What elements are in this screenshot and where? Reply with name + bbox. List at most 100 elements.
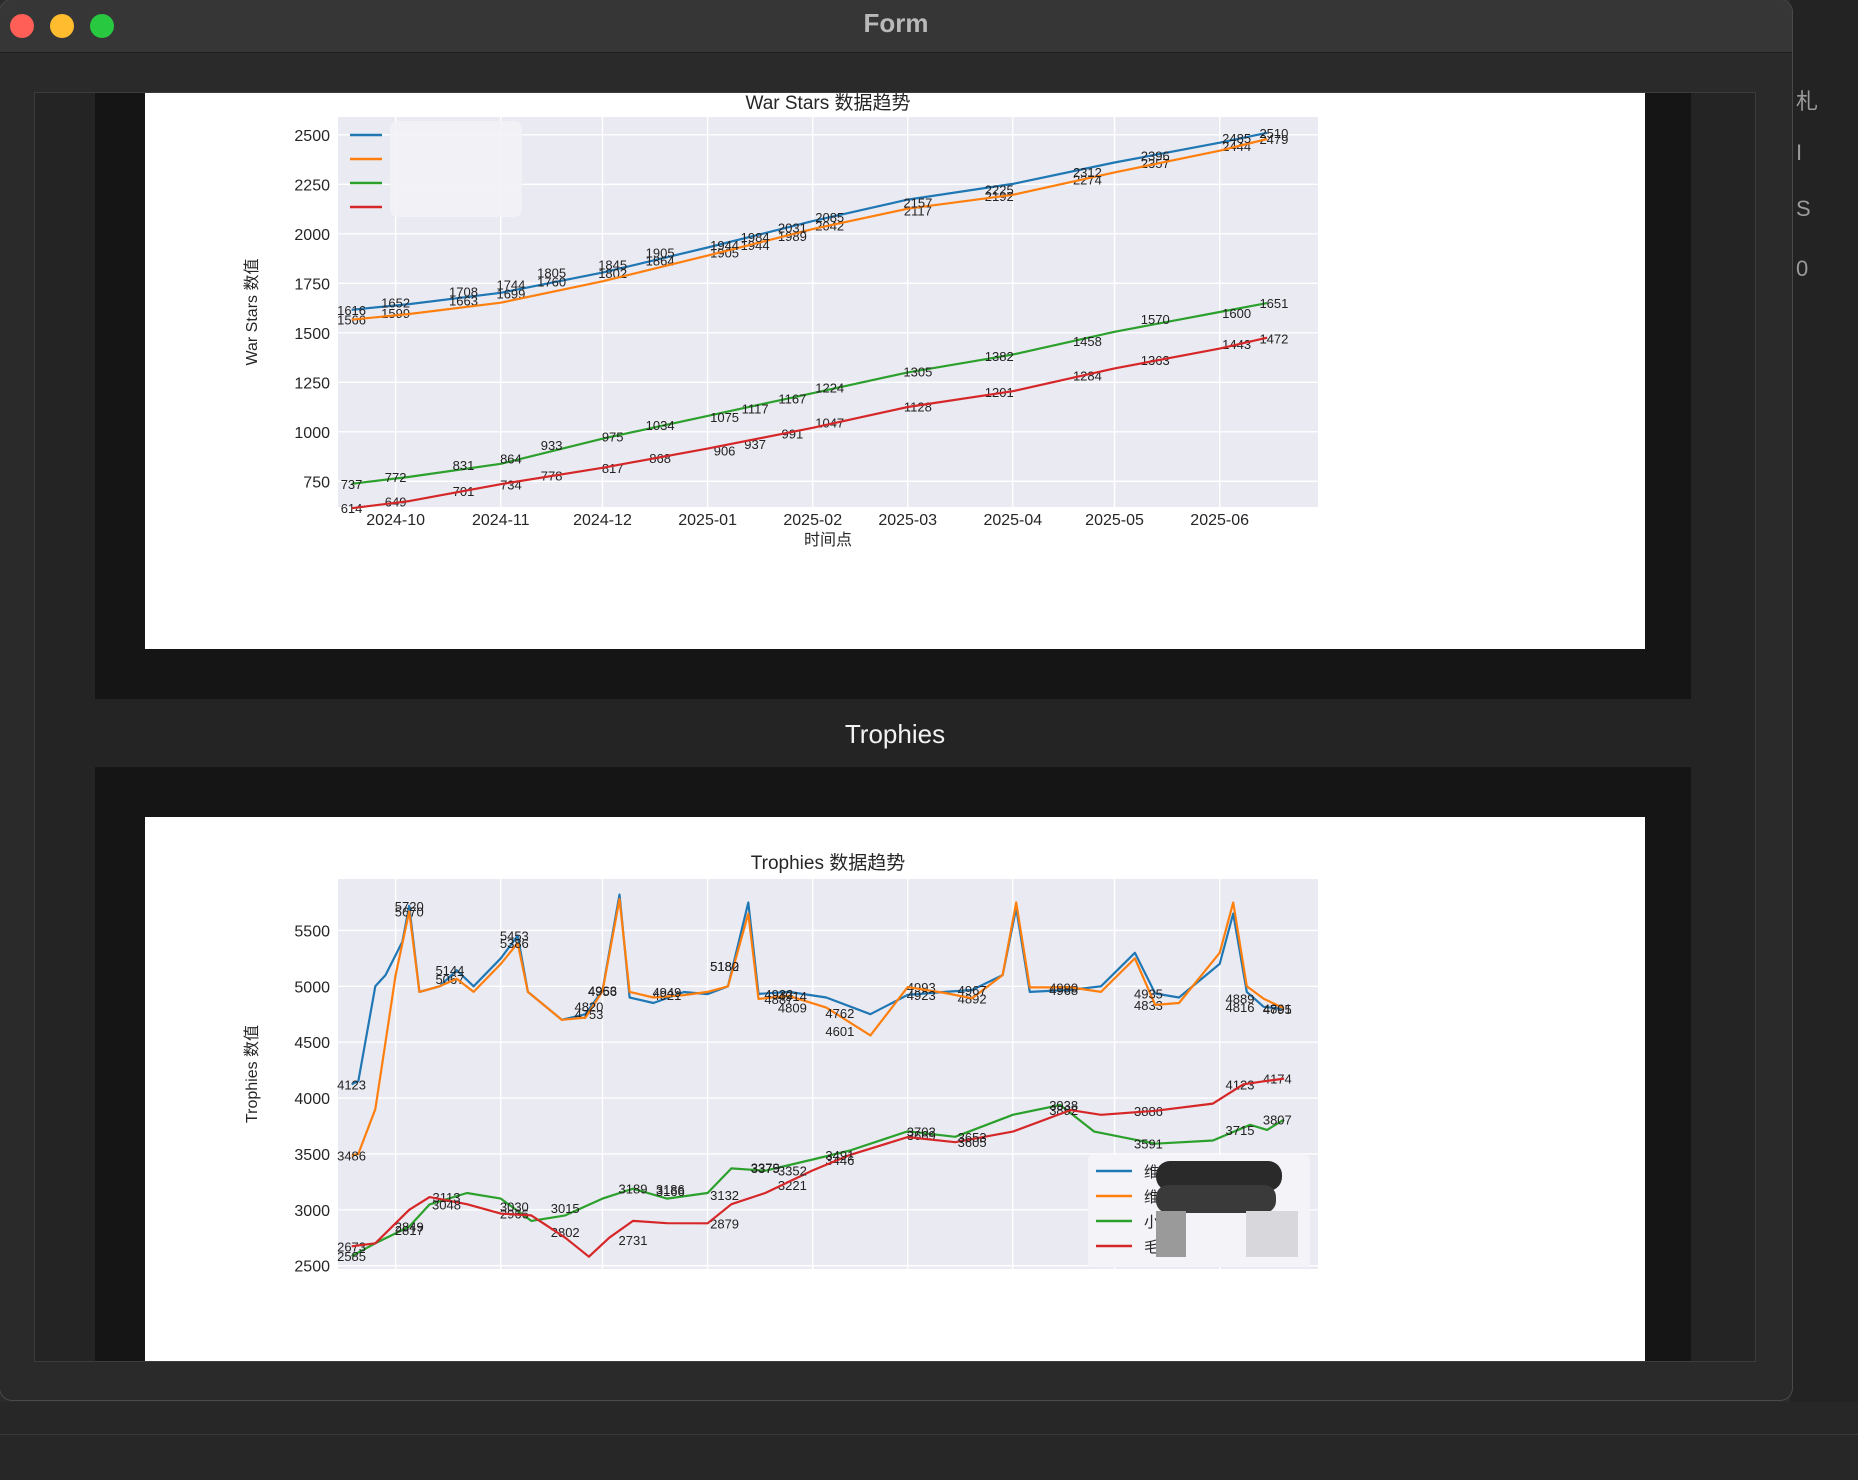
data-label: 1760 xyxy=(537,274,566,289)
data-label: 4833 xyxy=(1134,998,1163,1013)
data-label: 737 xyxy=(341,477,363,492)
data-label: 4601 xyxy=(825,1024,854,1039)
data-label: 1382 xyxy=(985,349,1014,364)
data-label: 4914 xyxy=(778,989,807,1004)
data-label: 2510 xyxy=(1259,126,1288,141)
series-line xyxy=(351,137,1268,321)
legend-label: 小 xyxy=(1144,1214,1159,1231)
data-label: 1128 xyxy=(904,399,932,414)
data-label: 4795 xyxy=(1263,1002,1292,1017)
data-label: 4889 xyxy=(1226,992,1255,1007)
data-label: 3938 xyxy=(1049,1098,1078,1113)
data-label: 2879 xyxy=(710,1216,739,1231)
data-label: 3352 xyxy=(778,1163,807,1178)
x-tick-label: 2025-03 xyxy=(878,512,937,529)
scroll-area[interactable]: 750 1000 1250 1500 1750 2000 2250 2500 2024-10 20… xyxy=(34,92,1756,1362)
data-label: 3375 xyxy=(751,1161,780,1176)
zoom-window-button[interactable] xyxy=(90,14,114,38)
chart-title: Trophies 数据趋势 xyxy=(751,852,906,874)
title-bar[interactable]: Form xyxy=(0,0,1792,53)
data-label: 1652 xyxy=(381,296,410,311)
close-window-button[interactable] xyxy=(10,14,34,38)
legend-redaction xyxy=(1246,1211,1298,1257)
data-label: 1944 xyxy=(710,238,739,253)
legend-label: 维 xyxy=(1144,1189,1159,1206)
data-label: 1699 xyxy=(496,286,525,301)
x-tick-label: 2025-06 xyxy=(1190,512,1249,529)
trophies-chart-frame: 2500 3000 3500 4000 4500 5000 5500 Trophies 数据趋… xyxy=(95,767,1691,1361)
data-label: 975 xyxy=(602,430,624,445)
background-window-glyph: 0 xyxy=(1796,256,1809,281)
data-label: 1570 xyxy=(1141,312,1170,327)
y-tick-label: 2000 xyxy=(294,227,330,244)
series-line xyxy=(351,131,1268,311)
data-label: 1905 xyxy=(646,246,675,261)
data-label: 1708 xyxy=(449,285,478,300)
y-axis-label: Trophies 数值 xyxy=(243,1025,261,1123)
data-label: 3132 xyxy=(710,1188,739,1203)
data-label: 4762 xyxy=(825,1006,854,1021)
data-label: 3486 xyxy=(337,1148,366,1163)
data-label: 5453 xyxy=(500,929,529,944)
data-label: 734 xyxy=(500,477,522,492)
legend-redaction xyxy=(1156,1161,1282,1191)
data-label: 2031 xyxy=(778,221,807,236)
data-label: 4949 xyxy=(652,985,681,1000)
data-label: 3015 xyxy=(551,1201,580,1216)
y-tick-label: 2250 xyxy=(294,177,330,194)
data-label: 1224 xyxy=(815,380,844,395)
y-tick-label: 3500 xyxy=(294,1147,330,1164)
data-label: 4816 xyxy=(1226,1000,1255,1015)
form-window: Form 750 1000 1250 1500 1750 2000 2250 2500 2024… xyxy=(0,0,1792,1362)
data-label: 4801 xyxy=(1263,1002,1292,1017)
data-label: 3653 xyxy=(958,1130,987,1145)
data-label: 1472 xyxy=(1259,331,1288,346)
data-label: 1566 xyxy=(337,313,366,328)
data-label: 4820 xyxy=(574,999,603,1014)
y-tick-label: 4000 xyxy=(294,1091,330,1108)
data-label: 1744 xyxy=(496,277,525,292)
data-label: 5386 xyxy=(500,936,529,951)
trophies-chart: 2500 3000 3500 4000 4500 5000 5500 Trophies 数据趋… xyxy=(243,852,1318,1276)
data-label: 3186 xyxy=(656,1182,685,1197)
x-tick-label: 2024-10 xyxy=(366,512,425,529)
legend-redaction xyxy=(1156,1211,1186,1257)
data-label: 1616 xyxy=(337,303,366,318)
x-tick-label: 2025-01 xyxy=(678,512,737,529)
y-tick-label: 1000 xyxy=(294,425,330,442)
minimize-window-button[interactable] xyxy=(50,14,74,38)
data-label: 868 xyxy=(649,451,671,466)
y-tick-label: 5500 xyxy=(294,923,330,940)
x-axis-label: 时间点 xyxy=(804,531,852,549)
x-tick-label: 2024-12 xyxy=(573,512,632,529)
data-label: 2673 xyxy=(337,1239,366,1254)
war-stars-chart: 750 1000 1250 1500 1750 2000 2250 2500 2024-10 20… xyxy=(243,93,1318,549)
data-label: 2585 xyxy=(337,1249,366,1264)
data-label: 864 xyxy=(500,452,522,467)
y-tick-label: 1250 xyxy=(294,375,330,392)
y-tick-label: 1750 xyxy=(294,276,330,293)
data-label: 4123 xyxy=(337,1077,366,1092)
data-label: 3048 xyxy=(432,1197,461,1212)
data-label: 2479 xyxy=(1259,132,1288,147)
data-label: 2396 xyxy=(1141,148,1170,163)
data-label: 1805 xyxy=(537,265,566,280)
x-tick-label: 2025-04 xyxy=(983,512,1042,529)
series-line xyxy=(351,336,1268,510)
legend-label: 毛 xyxy=(1144,1239,1159,1256)
y-tick-label: 2500 xyxy=(294,1259,330,1276)
y-tick-label: 3000 xyxy=(294,1203,330,1220)
desktop-background-strip xyxy=(1790,0,1858,1480)
data-label: 4932 xyxy=(764,987,793,1002)
data-label: 2225 xyxy=(985,182,1014,197)
chart-title: War Stars 数据趋势 xyxy=(745,93,910,114)
data-label: 1651 xyxy=(1259,296,1288,311)
y-tick-label: 4500 xyxy=(294,1035,330,1052)
y-tick-label: 2500 xyxy=(294,128,330,145)
data-label: 3807 xyxy=(1263,1113,1292,1128)
data-label: 1034 xyxy=(646,418,675,433)
data-label: 2802 xyxy=(551,1225,580,1240)
x-tick-label: 2024-11 xyxy=(472,512,530,529)
y-tick-label: 1500 xyxy=(294,326,330,343)
series-line xyxy=(351,1077,1285,1258)
